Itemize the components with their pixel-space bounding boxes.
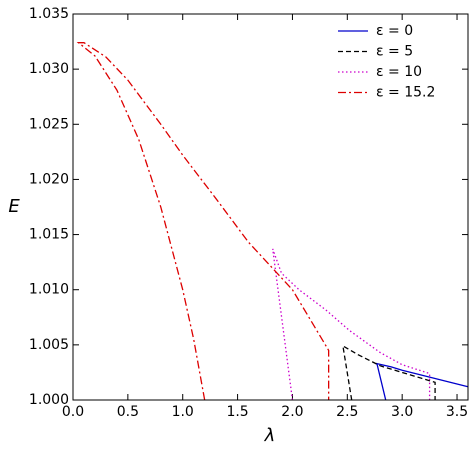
x-tick-label: 3.5: [446, 404, 468, 420]
series-line: [76, 42, 330, 401]
series-line: [272, 248, 431, 401]
legend-label: ε = 15.2: [376, 85, 435, 101]
y-tick-label: 1.035: [29, 6, 69, 22]
series-line: [376, 362, 469, 401]
series-line: [342, 344, 436, 401]
y-tick-label: 1.030: [29, 61, 69, 77]
y-tick-label: 1.010: [29, 282, 69, 298]
y-axis-label: E: [8, 196, 20, 217]
y-tick-label: 1.025: [29, 116, 69, 132]
x-tick-label: 1.5: [226, 404, 248, 420]
legend-label: ε = 0: [376, 23, 413, 39]
x-tick-label: 3.0: [391, 404, 413, 420]
y-tick-label: 1.000: [29, 392, 69, 408]
legend-label: ε = 5: [376, 44, 413, 60]
plot-frame: [72, 13, 469, 401]
x-tick-label: 0.5: [117, 404, 139, 420]
x-tick-label: 2.0: [281, 404, 303, 420]
x-tick-label: 2.5: [336, 404, 358, 420]
y-tick-label: 1.020: [29, 171, 69, 187]
y-tick-label: 1.005: [29, 337, 69, 353]
x-tick-label: 1.0: [172, 404, 194, 420]
x-tick-label: 0.0: [62, 404, 84, 420]
y-tick-label: 1.015: [29, 227, 69, 243]
legend-label: ε = 10: [376, 64, 422, 80]
x-axis-label: λ: [264, 425, 276, 446]
